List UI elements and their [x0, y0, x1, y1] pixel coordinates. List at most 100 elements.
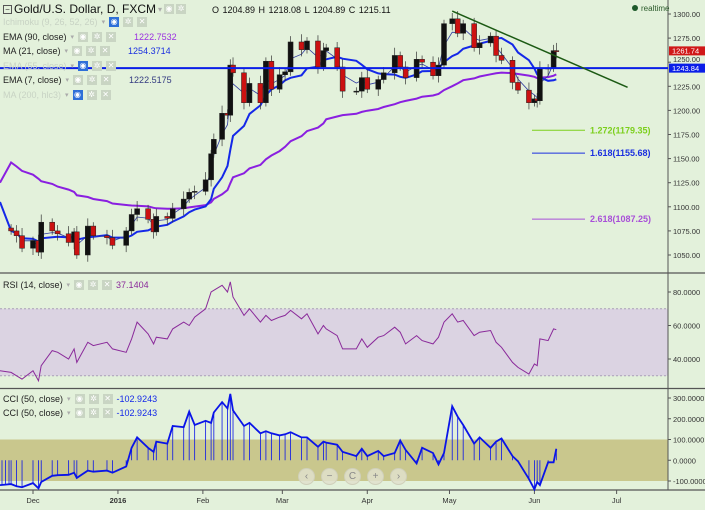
fib-label: 1.272(1179.35) — [590, 125, 651, 135]
close-icon[interactable]: ✕ — [137, 17, 148, 27]
chevron-down-icon[interactable]: ▾ — [70, 33, 75, 41]
zoom-out-button[interactable]: − — [321, 468, 338, 485]
close-icon[interactable]: ✕ — [106, 31, 117, 42]
candle-body — [397, 55, 403, 68]
close-icon[interactable]: ✕ — [100, 46, 111, 56]
candle-body — [298, 41, 305, 50]
candle-body — [454, 18, 461, 34]
candle-body — [208, 153, 214, 181]
candle — [90, 222, 97, 240]
candle — [191, 185, 198, 200]
candle — [449, 13, 455, 31]
gear-icon[interactable]: ✲ — [92, 31, 103, 42]
candle — [219, 105, 225, 147]
candle — [54, 225, 61, 241]
close-icon[interactable]: ✕ — [100, 89, 111, 100]
indicator-legend: EMA (55, close) ▾ ◉ ✲ ✕ — [3, 60, 134, 71]
gear-icon[interactable]: ✲ — [86, 89, 97, 100]
close-icon[interactable]: ✕ — [106, 60, 117, 71]
chevron-down-icon[interactable]: ▾ — [70, 62, 75, 70]
close-icon[interactable]: ✕ — [102, 394, 113, 404]
chevron-down-icon[interactable]: ▾ — [67, 396, 71, 403]
eye-icon[interactable]: ◉ — [78, 31, 89, 42]
gear-icon[interactable]: ✲ — [123, 17, 134, 27]
gear-icon[interactable]: ✲ — [88, 394, 99, 404]
rsi-axis-label: 40.0000 — [673, 355, 700, 364]
eye-icon[interactable]: ◉ — [109, 17, 120, 27]
candle — [323, 43, 329, 58]
chevron-down-icon[interactable]: ▾ — [67, 410, 71, 417]
candle-body — [449, 18, 455, 24]
close-icon[interactable]: ✕ — [102, 280, 113, 290]
fib-label: 1.618(1155.68) — [590, 148, 651, 158]
cci-legend-2: CCI (50, close) ▾ ◉ ✲ ✕ -102.9243 — [3, 408, 157, 418]
chevron-down-icon[interactable]: ▾ — [158, 4, 163, 14]
gear-icon[interactable]: ✲ — [87, 75, 98, 85]
indicator-value: 1222.7532 — [134, 31, 177, 42]
status-dot-icon — [632, 5, 638, 11]
chevron-down-icon[interactable]: ▾ — [64, 48, 69, 55]
rsi-band — [0, 308, 668, 376]
indicator-value: 1222.5175 — [129, 75, 172, 85]
close-icon[interactable]: ✕ — [101, 75, 112, 85]
price-axis-label: 1275.00 — [673, 34, 700, 43]
chevron-down-icon[interactable]: ▾ — [65, 91, 69, 99]
candle-body — [402, 66, 409, 78]
candle-body — [13, 230, 20, 236]
price-axis-label: 1050.00 — [673, 251, 700, 260]
price-axis-label: 1100.00 — [673, 203, 700, 212]
candle-body — [353, 90, 360, 93]
cci-axis-label: 100.0000 — [673, 436, 704, 445]
scroll-right-button[interactable]: › — [390, 468, 407, 485]
gear-icon[interactable]: ✲ — [176, 4, 187, 14]
candle — [515, 76, 521, 95]
candle-body — [211, 139, 217, 155]
candle — [30, 236, 36, 255]
zoom-in-button[interactable]: + — [367, 468, 384, 485]
eye-icon[interactable]: ◉ — [73, 75, 84, 85]
candle — [526, 82, 532, 110]
close-icon[interactable]: ✕ — [102, 408, 113, 418]
collapse-icon[interactable]: − — [3, 4, 12, 14]
chevron-down-icon[interactable]: ▾ — [66, 282, 71, 289]
gear-icon[interactable]: ✲ — [86, 46, 97, 56]
scroll-left-button[interactable]: ‹ — [298, 468, 315, 485]
candle — [8, 224, 14, 235]
candle — [282, 67, 288, 82]
price-axis-label: 1250.00 — [673, 55, 700, 64]
chevron-down-icon[interactable]: ▾ — [65, 77, 70, 84]
rsi-legend: RSI (14, close) ▾ ◉ ✲ ✕ 37.1404 — [3, 280, 149, 290]
candle — [268, 55, 275, 96]
candle — [339, 59, 346, 98]
eye-icon[interactable]: ◉ — [78, 60, 89, 71]
gear-icon[interactable]: ✲ — [92, 60, 103, 71]
candle — [257, 75, 264, 110]
eye-icon[interactable]: ◉ — [72, 89, 83, 100]
cci-legend-1: CCI (50, close) ▾ ◉ ✲ ✕ -102.9243 — [3, 394, 157, 404]
reset-button[interactable]: C — [344, 468, 361, 485]
gear-icon[interactable]: ✲ — [88, 408, 99, 418]
eye-icon[interactable]: ◉ — [74, 280, 85, 290]
candle-body — [471, 23, 477, 48]
gear-icon[interactable]: ✲ — [88, 280, 99, 290]
candle — [471, 17, 477, 52]
eye-icon[interactable]: ◉ — [74, 408, 85, 418]
candle — [104, 229, 110, 245]
chevron-down-icon[interactable]: ▾ — [101, 19, 106, 26]
candle — [276, 67, 283, 94]
rsi-axis-label: 60.0000 — [673, 322, 700, 331]
indicator-label: EMA (55, close) — [3, 60, 67, 71]
time-axis-label: Jul — [612, 496, 622, 505]
candle — [375, 75, 381, 96]
candle-body — [282, 71, 288, 75]
candle-body — [304, 40, 310, 50]
time-axis-label: Dec — [26, 496, 40, 505]
candle-body — [323, 47, 329, 51]
eye-icon[interactable]: ◉ — [72, 46, 83, 56]
price-axis-label: 1150.00 — [673, 155, 700, 164]
candle — [145, 204, 151, 224]
eye-icon[interactable]: ◉ — [164, 4, 175, 14]
candle-body — [19, 235, 25, 249]
eye-icon[interactable]: ◉ — [74, 394, 85, 404]
